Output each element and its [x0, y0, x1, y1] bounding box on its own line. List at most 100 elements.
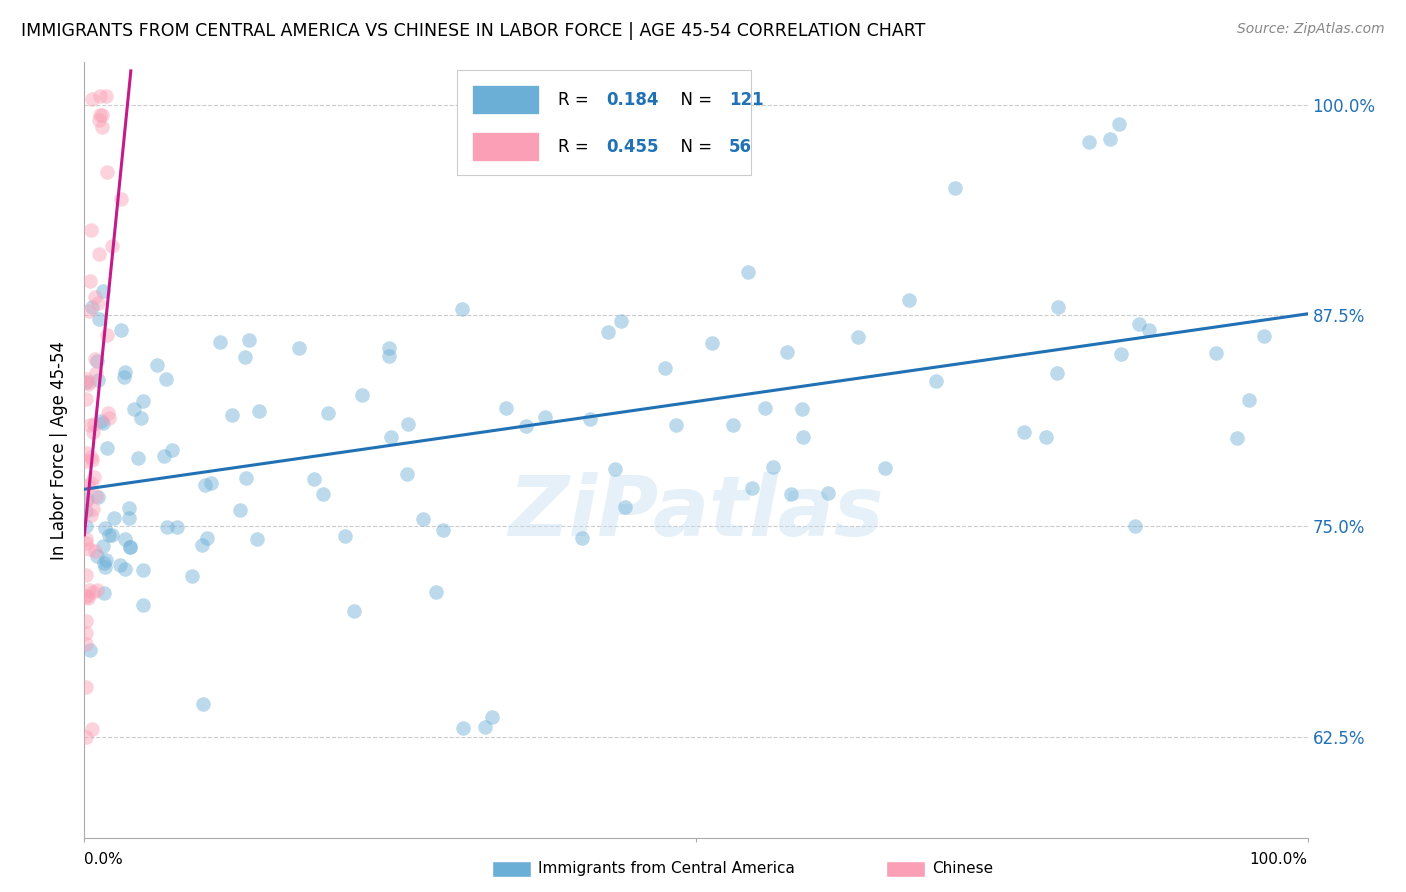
Point [780, 487, 803, 501]
Point [96, 328, 118, 343]
Point [312, 487, 335, 501]
Point [87, 373, 110, 387]
Point [1035, 430, 1057, 444]
Point [453, 721, 475, 735]
Point [200, 475, 222, 490]
Point [350, 387, 373, 401]
Text: 0.184: 0.184 [606, 90, 659, 109]
Text: IMMIGRANTS FROM CENTRAL AMERICA VS CHINESE IN LABOR FORCE | AGE 45-54 CORRELATIO: IMMIGRANTS FROM CENTRAL AMERICA VS CHINE… [21, 22, 925, 40]
Point [924, 374, 946, 388]
Point [1012, 425, 1035, 440]
Point [474, 720, 496, 734]
Point [156, 520, 179, 534]
Point [77, 541, 100, 556]
Point [495, 401, 517, 415]
Point [80, 92, 103, 106]
Point [754, 401, 776, 416]
Point [1205, 346, 1227, 360]
Point [450, 302, 472, 317]
Point [287, 341, 309, 355]
Point [190, 538, 212, 552]
Point [114, 562, 136, 576]
Point [481, 710, 503, 724]
Point [77, 582, 100, 597]
Point [84, 351, 107, 366]
Point [76, 492, 98, 507]
Point [86, 583, 108, 598]
Point [90, 108, 112, 122]
Point [89, 311, 111, 326]
Point [122, 401, 145, 416]
Point [91, 539, 114, 553]
Point [235, 471, 257, 485]
Text: N =: N = [671, 137, 717, 156]
Point [89, 108, 111, 122]
Point [1237, 392, 1260, 407]
Text: Chinese: Chinese [932, 862, 993, 876]
Point [75, 493, 97, 508]
Point [77, 377, 100, 392]
Point [609, 314, 631, 328]
Point [112, 370, 135, 384]
Point [664, 418, 686, 433]
Point [77, 303, 100, 318]
Text: N =: N = [671, 90, 717, 109]
Point [194, 478, 217, 492]
Point [120, 540, 142, 554]
Point [1098, 132, 1121, 146]
Point [120, 540, 142, 554]
Point [534, 410, 557, 425]
Point [91, 285, 114, 299]
Point [101, 528, 124, 542]
Point [412, 512, 434, 526]
Point [153, 449, 176, 463]
Point [162, 442, 184, 457]
Point [228, 503, 250, 517]
Point [1226, 430, 1249, 444]
Point [721, 418, 744, 433]
Point [155, 371, 177, 385]
Point [129, 410, 152, 425]
Point [86, 354, 108, 368]
Point [75, 453, 97, 467]
Point [195, 531, 218, 545]
Point [94, 89, 117, 103]
Point [75, 567, 97, 582]
Point [108, 558, 131, 573]
Point [75, 375, 97, 389]
Point [75, 533, 97, 547]
Point [84, 489, 107, 503]
Point [97, 410, 120, 425]
Point [93, 416, 115, 430]
Point [1108, 117, 1130, 131]
Point [94, 560, 117, 574]
Point [380, 430, 402, 444]
Point [91, 120, 114, 134]
Point [114, 532, 136, 546]
Point [221, 408, 243, 422]
Point [84, 366, 107, 380]
Point [83, 289, 105, 303]
Point [75, 637, 97, 651]
Point [654, 361, 676, 376]
FancyBboxPatch shape [457, 70, 751, 175]
Text: R =: R = [558, 90, 593, 109]
Point [1111, 347, 1133, 361]
Point [873, 461, 896, 475]
Point [146, 358, 169, 372]
Point [114, 365, 136, 379]
Point [1253, 329, 1275, 343]
Point [776, 344, 799, 359]
Point [75, 518, 97, 533]
Point [737, 265, 759, 279]
Text: 0.455: 0.455 [606, 137, 659, 156]
Point [110, 323, 132, 337]
Point [75, 731, 97, 745]
Point [87, 247, 110, 261]
Point [83, 470, 105, 484]
Point [132, 563, 155, 577]
Point [93, 586, 115, 600]
Point [343, 604, 366, 618]
Point [598, 325, 620, 339]
Point [75, 392, 97, 407]
